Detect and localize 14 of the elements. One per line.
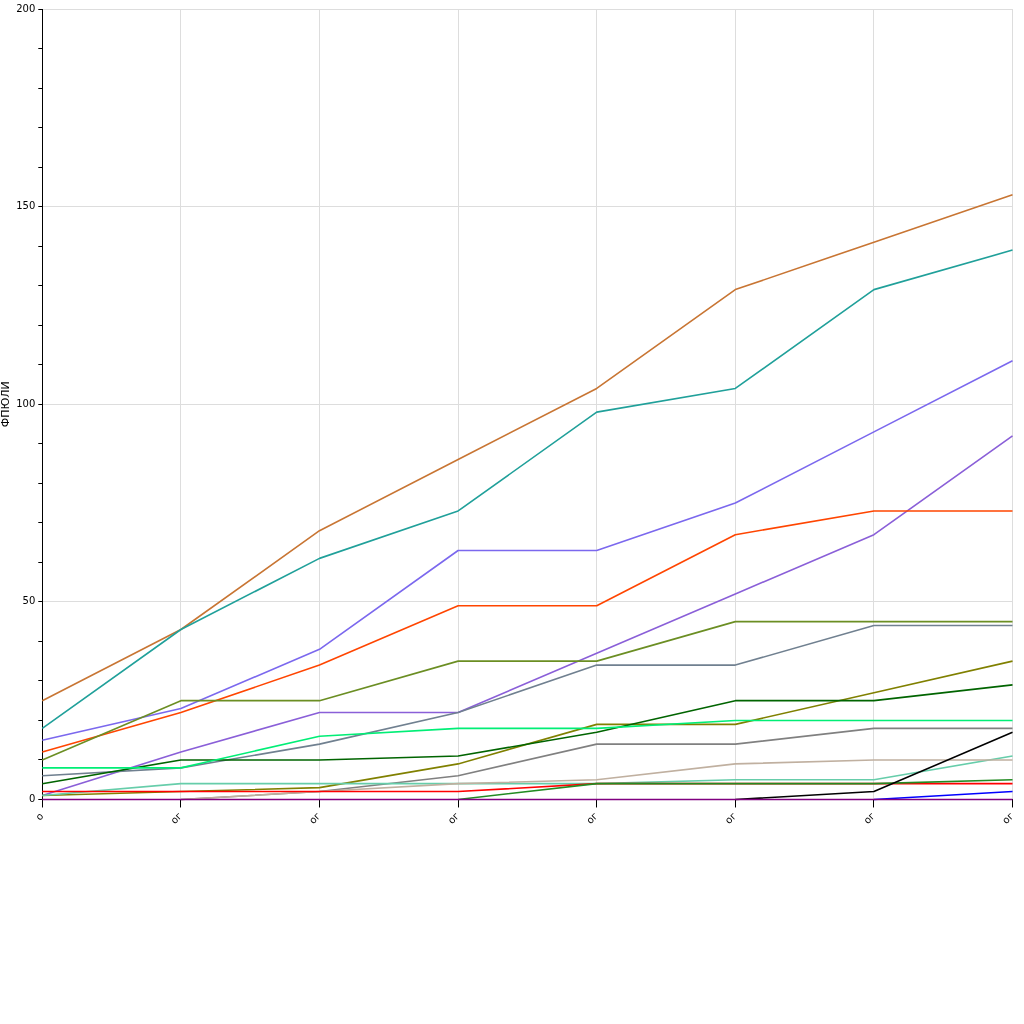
y-axis-title: ФПЮЛИ	[0, 381, 13, 428]
x-tick-label: ог	[584, 810, 600, 827]
y-tick-label: 50	[22, 595, 36, 607]
x-tick-label: о	[33, 810, 46, 823]
y-tick-label: 100	[16, 397, 36, 409]
x-tick-label: ог	[445, 810, 462, 827]
y-tick-label: 0	[28, 793, 36, 805]
x-tick-label: ог	[306, 810, 323, 827]
y-tick-label: 150	[16, 200, 36, 212]
x-tick-label: ог	[861, 810, 878, 827]
x-tick-label: ог	[722, 810, 739, 827]
x-tick-label: ог	[999, 810, 1016, 827]
x-tick-label: ог	[168, 810, 185, 827]
y-tick-label: 200	[16, 2, 36, 14]
